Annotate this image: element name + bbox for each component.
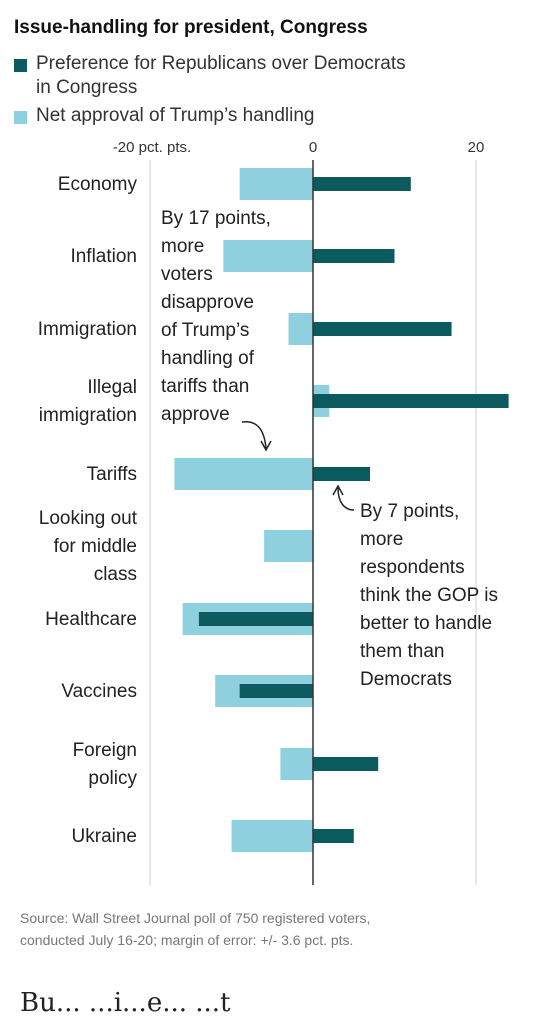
republican-preference-bar <box>313 322 452 336</box>
annotation-tariffs-gop-line: respondents <box>360 557 465 578</box>
trump-approval-bar <box>239 168 313 200</box>
x-tick-label: -20 pct. pts. <box>113 139 191 156</box>
annotation-tariffs-gop-line: By 7 points, <box>360 501 459 522</box>
trump-approval-bar <box>264 530 313 562</box>
republican-preference-bar <box>313 467 371 481</box>
republican-preference-bar <box>313 757 379 771</box>
legend-label-line: in Congress <box>36 77 138 98</box>
annotation-tariffs-approval-line: voters <box>161 264 213 285</box>
category-label: Immigration <box>38 319 137 340</box>
annotation-tariffs-gop-line: Democrats <box>360 669 452 690</box>
legend-label-line: Net approval of Trump’s handling <box>36 105 315 126</box>
annotation-tariffs-gop-line: them than <box>360 641 445 662</box>
category-label: Looking out <box>39 508 138 529</box>
annotation-arrowhead-left <box>260 440 272 452</box>
annotation-tariffs-approval-line: tariffs than <box>161 376 249 397</box>
republican-preference-bar <box>313 829 354 843</box>
trump-approval-bar <box>288 313 313 345</box>
category-label: Illegal <box>87 377 137 398</box>
chart-title: Issue-handling for president, Congress <box>14 17 368 38</box>
category-label: policy <box>88 768 137 789</box>
legend-label-line: Preference for Republicans over Democrat… <box>36 53 406 74</box>
x-tick-label: 20 <box>468 139 485 156</box>
republican-preference-bar <box>198 612 313 626</box>
source-note-line: conducted July 16-20; margin of error: +… <box>20 932 354 948</box>
category-label: Foreign <box>73 740 137 761</box>
annotation-tariffs-approval-line: disapprove <box>161 292 254 313</box>
x-tick-label: 0 <box>309 139 317 156</box>
category-label: for middle <box>54 536 137 557</box>
annotation-tariffs-gop-line: better to handle <box>360 613 492 634</box>
annotation-arrow-left <box>241 420 267 449</box>
trump-approval-bar <box>280 748 313 780</box>
category-label: Ukraine <box>72 826 137 847</box>
republican-preference-bar <box>313 249 395 263</box>
annotation-arrowhead-right <box>332 484 344 496</box>
category-label: Economy <box>58 174 138 195</box>
trump-approval-bar <box>174 458 313 490</box>
category-label: immigration <box>39 405 137 426</box>
annotation-tariffs-approval-line: more <box>161 236 204 257</box>
annotation-tariffs-approval-line: By 17 points, <box>161 208 271 229</box>
republican-preference-bar <box>313 177 411 191</box>
category-label: Healthcare <box>45 609 137 630</box>
bar-chart: -20 pct. pts. 0 20 Economy Inflation Immigrat… <box>38 139 509 885</box>
source-note-line: Source: Wall Street Journal poll of 750 … <box>20 910 371 926</box>
annotation-tariffs-approval-line: approve <box>161 404 230 425</box>
republican-preference-bar <box>239 684 313 698</box>
trump-approval-bar <box>223 240 313 272</box>
legend-swatch-approval <box>14 111 27 124</box>
category-label: Vaccines <box>61 681 137 702</box>
annotation-tariffs-gop-line: think the GOP is <box>360 585 498 606</box>
annotation-arrow-right <box>337 487 355 511</box>
trump-approval-bar <box>231 820 313 852</box>
article-text-fragment: Bu... ...i...e... ...t <box>20 988 231 1018</box>
annotation-tariffs-approval-line: of Trump’s <box>161 320 249 341</box>
category-label: class <box>94 564 137 585</box>
legend-swatch-republican <box>14 59 27 72</box>
annotation-tariffs-approval-line: handling of <box>161 348 255 369</box>
republican-preference-bar <box>313 394 509 408</box>
category-label: Inflation <box>70 246 137 267</box>
annotation-tariffs-gop-line: more <box>360 529 403 550</box>
category-label: Tariffs <box>87 464 137 485</box>
